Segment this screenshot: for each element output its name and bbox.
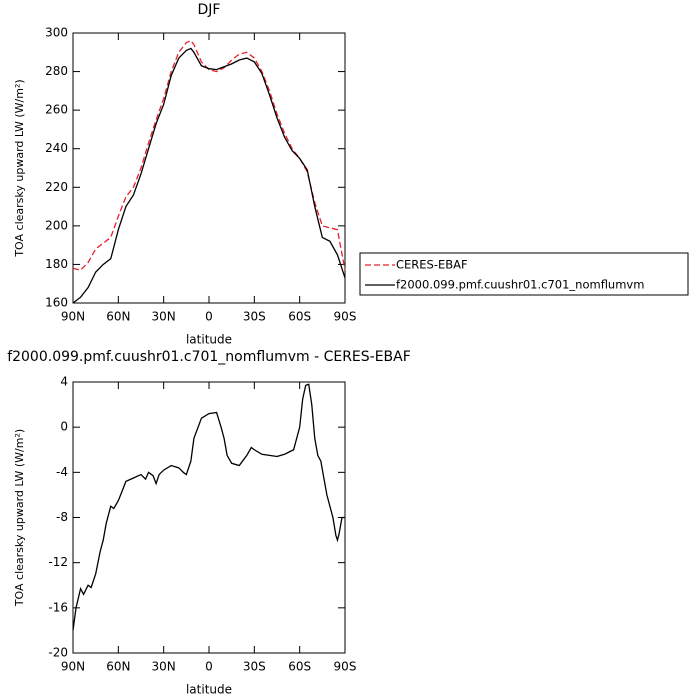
y-tick-label: 180 (45, 257, 68, 271)
x-tick-label: 30N (152, 310, 176, 324)
chart-title: DJF (198, 2, 221, 18)
y-tick-label: -8 (56, 510, 68, 524)
y-tick-label: -12 (48, 555, 68, 569)
x-tick-label: 60S (288, 660, 311, 674)
x-tick-label: 90S (334, 310, 357, 324)
x-tick-label: 90N (61, 310, 85, 324)
y-axis-label: TOA clearsky upward LW (W/m²) (13, 429, 26, 607)
y-tick-label: 4 (60, 375, 68, 389)
legend-label: f2000.099.pmf.cuushr01.c701_nomflumvm (396, 278, 644, 292)
x-tick-label: 30S (243, 660, 266, 674)
y-tick-label: 200 (45, 218, 68, 232)
y-tick-label: 0 (60, 420, 68, 434)
x-tick-label: 90S (334, 660, 357, 674)
y-axis-label: TOA clearsky upward LW (W/m²) (13, 79, 26, 257)
y-tick-label: -20 (48, 646, 68, 660)
y-tick-label: 300 (45, 26, 68, 40)
legend-label: CERES-EBAF (396, 258, 468, 272)
plot-frame (72, 381, 346, 654)
chart-title: f2000.099.pmf.cuushr01.c701_nomflumvm - … (7, 349, 411, 365)
y-tick-label: 260 (45, 103, 68, 117)
data-line (72, 383, 345, 631)
x-tick-label: 30S (243, 310, 266, 324)
y-tick-label: -4 (56, 465, 68, 479)
plot-frame (72, 32, 346, 304)
x-tick-label: 60N (106, 660, 130, 674)
y-tick-label: 240 (45, 141, 68, 155)
x-axis-label: latitude (186, 683, 232, 697)
y-tick-label: 220 (45, 180, 68, 194)
data-line (72, 39, 346, 271)
x-tick-label: 90N (61, 660, 85, 674)
x-tick-label: 60N (106, 310, 130, 324)
y-tick-label: 280 (45, 64, 68, 78)
legend-box (359, 252, 689, 296)
x-axis-label: latitude (186, 333, 232, 347)
x-tick-label: 0 (205, 660, 213, 674)
y-tick-label: -16 (48, 600, 68, 614)
y-tick-label: 160 (45, 296, 68, 310)
x-tick-label: 60S (288, 310, 311, 324)
x-tick-label: 0 (205, 310, 213, 324)
data-line (72, 47, 346, 304)
x-tick-label: 30N (152, 660, 176, 674)
